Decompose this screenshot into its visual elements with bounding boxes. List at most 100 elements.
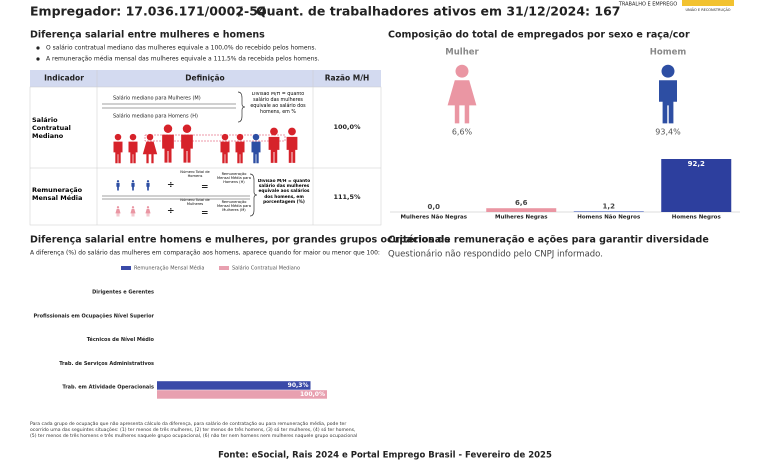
cell: Divisão M/H = quanto salário das mulhere…: [250, 92, 306, 115]
category-label: Dirigentes e Gerentes: [92, 290, 154, 296]
definition: Salário mediano para Homens (H): [113, 113, 198, 120]
person-icon: [113, 141, 123, 164]
person-icon: [116, 180, 120, 183]
person-icon: [661, 64, 675, 78]
indicator: Remuneração Mensal Média: [32, 186, 83, 202]
footer: Fonte: eSocial, Rais 2024 e Portal Empre…: [218, 451, 552, 460]
logo-slogan: UNIÃO E RECONSTRUÇÃO: [685, 7, 730, 12]
gender-label: Mulher: [445, 48, 479, 58]
cell: Remuneração Mensal Média: [32, 186, 83, 202]
person-icon: [131, 182, 135, 191]
logo-text: TRABALHO E EMPREGO: [618, 2, 677, 8]
value-label: 1,2: [603, 202, 616, 210]
legend-swatch: [219, 266, 229, 270]
cell: Divisão M/H = quanto salário das mulhere…: [257, 179, 311, 205]
symbol: =: [201, 209, 209, 219]
gender-share: 93,4%: [655, 128, 681, 137]
person-icon: [236, 133, 244, 141]
bullet: [36, 57, 40, 61]
legend-swatch: [121, 266, 131, 270]
definition: Remuneração Mensal Média para Homens (H): [217, 172, 251, 185]
ratio: 100,0%: [333, 123, 361, 131]
symbol: ÷: [167, 181, 175, 191]
person-icon: [252, 133, 260, 141]
definition: Remuneração Mensal Média para Mulheres (…: [217, 200, 251, 213]
fraction-line: [102, 103, 236, 109]
bar: [157, 390, 327, 399]
person-icon: [116, 182, 120, 191]
person-icon: [146, 182, 150, 191]
separator: /: [238, 4, 243, 19]
person-icon: [455, 64, 469, 78]
person-icon: [142, 141, 158, 164]
person-icon: [270, 127, 278, 136]
fraction-line: [102, 195, 250, 200]
person-icon: [146, 133, 154, 141]
person-icon: [221, 133, 229, 141]
person-icon: [114, 133, 122, 141]
criteria-text: Questionário não respondido pelo CNPJ in…: [388, 250, 603, 260]
symbol: =: [201, 183, 209, 193]
value-label: 6,6: [515, 199, 528, 207]
value-label: 0,0: [428, 203, 441, 211]
indicator: Salário Contratual Mediano: [32, 116, 71, 140]
definition: Salário mediano para Mulheres (M): [113, 95, 201, 102]
person-icon: [163, 124, 173, 133]
person-icon: [447, 80, 477, 124]
person-icon: [146, 180, 150, 183]
division-text: Divisão M/H = quanto salário das mulhere…: [257, 179, 311, 205]
subtitle: A diferença (%) do salário das mulheres …: [30, 250, 380, 257]
gender-label: Homem: [650, 48, 687, 58]
ratio: 111,5%: [333, 193, 361, 201]
bullet: [36, 46, 40, 50]
bullet-text: A remuneração média mensal das mulheres …: [46, 56, 319, 63]
charts: 0,0 Mulheres Não Negras 6,6 Mulheres Negras…: [33, 64, 732, 399]
person-icon: [128, 141, 138, 164]
section-title: Composição do total de empregados por se…: [388, 30, 690, 41]
brace: [249, 173, 258, 217]
dashed-box: [144, 134, 286, 142]
person-icon: [235, 141, 245, 164]
person-icon: [268, 136, 280, 163]
value-label: 100,0%: [300, 391, 325, 398]
division-text: Divisão M/H = quanto salário das mulhere…: [250, 92, 306, 115]
table-header-cell: Indicador: [44, 74, 84, 83]
cell: Remuneração Mensal Média para Homens (H): [217, 172, 251, 185]
person-icon: [251, 141, 261, 164]
symbol: ÷: [167, 207, 175, 217]
person-icon: [116, 206, 120, 209]
cell: Remuneração Mensal Média para Mulheres (…: [217, 200, 251, 213]
table-header-cell: Razão M/H: [325, 74, 370, 83]
category-label: Trab. de Serviços Administrativos: [59, 361, 154, 367]
gender-share: 6,6%: [452, 128, 473, 137]
bar: [157, 381, 311, 390]
person-icon: [182, 124, 192, 133]
legend-label: Remuneração Mensal Média: [134, 265, 204, 272]
category-label: Trab. em Atividade Operacionais: [62, 385, 154, 391]
footnote: Para cada grupo de ocupação que não apre…: [30, 422, 358, 439]
person-icon: [131, 206, 135, 209]
table-header: [30, 70, 381, 87]
category-label: Mulheres Negras: [495, 215, 548, 221]
person-icon: [115, 208, 121, 217]
bullet-text: O salário contratual mediano das mulhere…: [46, 45, 317, 52]
person-icon: [659, 80, 677, 124]
section-title: Diferença salarial entre homens e mulher…: [30, 235, 450, 246]
person-icon: [145, 208, 151, 217]
person-icon: [286, 136, 298, 163]
category-label: Técnicos de Nível Médio: [87, 336, 155, 343]
employer: Empregador: 17.036.171/0002-54: [30, 4, 267, 19]
person-icon: [181, 134, 193, 163]
person-icon: [129, 133, 137, 141]
category-label: Homens Negros: [672, 215, 722, 221]
workers: Quant. de trabalhadores ativos em 31/12/…: [256, 4, 621, 19]
person-icon: [220, 141, 230, 164]
bar: [573, 211, 644, 212]
definition: Número Total de Mulheres: [180, 198, 210, 207]
logo: [682, 0, 734, 6]
value-label: 92,2: [688, 160, 705, 168]
category-label: Homens Não Negros: [577, 215, 641, 221]
section-title: Diferença salarial entre mulheres e home…: [30, 30, 265, 41]
